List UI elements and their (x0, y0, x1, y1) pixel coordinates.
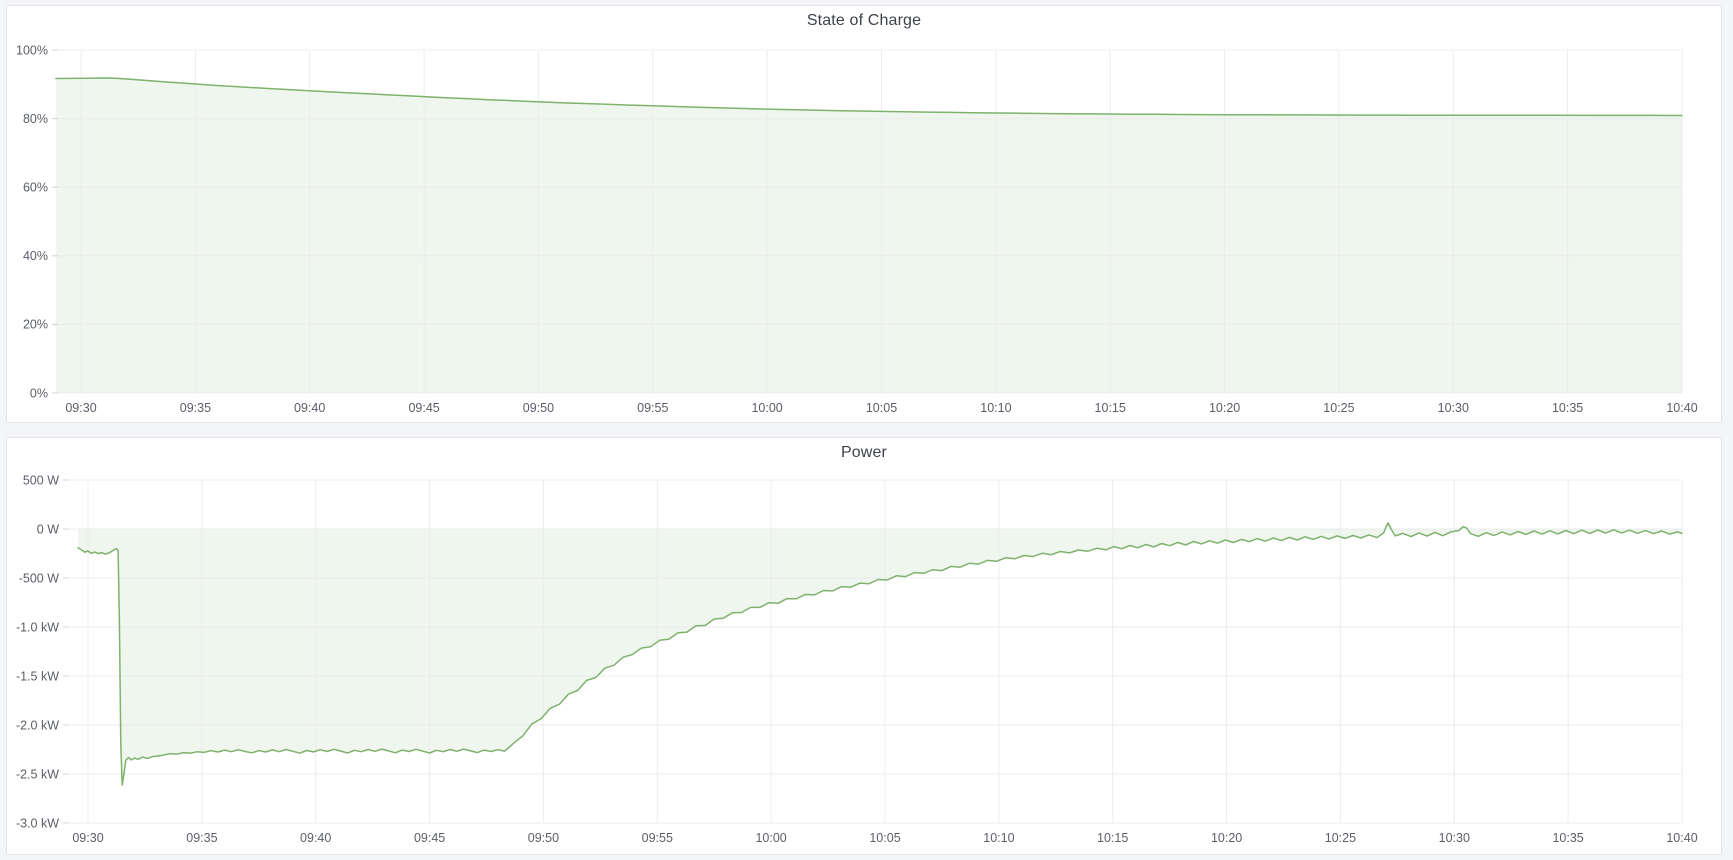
state-of-charge-chart[interactable]: 100% 80% 60% 40% 20% 0% 09:30 09:35 09:40 09:45 09… (7, 36, 1721, 422)
x-tick-label: 09:50 (528, 831, 559, 845)
panel-title-power[interactable]: Power (840, 444, 888, 461)
x-tick-label: 10:20 (1211, 831, 1242, 845)
x-tick-label: 10:35 (1552, 831, 1583, 845)
x-tick-label: 10:40 (1666, 401, 1697, 415)
y-tick-label: 0 W (37, 522, 59, 536)
y-tick-label: 60% (23, 180, 48, 194)
x-tick-label: 10:00 (751, 401, 782, 415)
x-tick-label: 09:55 (637, 401, 668, 415)
x-tick-label: 09:30 (72, 831, 103, 845)
x-tick-label: 10:15 (1097, 831, 1128, 845)
y-tick-label: 20% (23, 318, 48, 332)
panel-power: Power 500 W 0 W -500 W -1.0 kW -1.5 kW -2.0 k… (6, 437, 1722, 855)
y-tick-label: -1.5 kW (16, 669, 59, 683)
series-line (77, 522, 1683, 786)
y-tick-label: 0% (30, 386, 48, 400)
y-tick-label: 100% (16, 43, 48, 57)
series-area (55, 78, 1682, 393)
x-tick-label: 10:40 (1666, 831, 1697, 845)
x-tick-label: 09:45 (408, 401, 439, 415)
x-tick-label: 09:35 (186, 831, 217, 845)
y-tick-label: 500 W (23, 473, 59, 487)
x-tick-label: 10:20 (1209, 401, 1240, 415)
panel-state-of-charge: State of Charge 100% 80% 60% 40% 20% 0% 09:30 0… (6, 5, 1722, 423)
x-tick-label: 10:15 (1095, 401, 1126, 415)
panel-title-state-of-charge[interactable]: State of Charge (806, 12, 922, 29)
x-tick-label: 10:10 (980, 401, 1011, 415)
x-tick-label: 09:40 (294, 401, 325, 415)
series-line (55, 77, 1683, 117)
y-tick-label: -500 W (19, 571, 59, 585)
x-tick-label: 09:40 (300, 831, 331, 845)
x-tick-label: 10:00 (755, 831, 786, 845)
y-tick-label: -1.0 kW (16, 620, 59, 634)
panel-header-power: Power (7, 438, 1721, 468)
y-tick-label: -3.0 kW (16, 816, 59, 830)
x-tick-label: 10:25 (1323, 401, 1354, 415)
y-tick-label: 40% (23, 249, 48, 263)
x-tick-label: 09:45 (414, 831, 445, 845)
x-tick-label: 10:25 (1325, 831, 1356, 845)
y-tick-label: -2.0 kW (16, 718, 59, 732)
x-tick-label: 10:35 (1552, 401, 1583, 415)
x-tick-label: 10:30 (1439, 831, 1470, 845)
x-tick-label: 09:30 (65, 401, 96, 415)
x-tick-label: 10:05 (869, 831, 900, 845)
x-tick-label: 10:10 (983, 831, 1014, 845)
x-tick-label: 09:35 (180, 401, 211, 415)
panel-header-state-of-charge: State of Charge (7, 6, 1721, 36)
x-tick-label: 09:55 (642, 831, 673, 845)
series-area (78, 522, 1682, 785)
power-chart[interactable]: 500 W 0 W -500 W -1.0 kW -1.5 kW -2.0 kW -2.5 … (7, 468, 1721, 854)
y-tick-label: 80% (23, 112, 48, 126)
x-tick-label: 09:50 (523, 401, 554, 415)
y-tick-label: -2.5 kW (16, 767, 59, 781)
x-tick-label: 10:05 (866, 401, 897, 415)
x-tick-label: 10:30 (1438, 401, 1469, 415)
